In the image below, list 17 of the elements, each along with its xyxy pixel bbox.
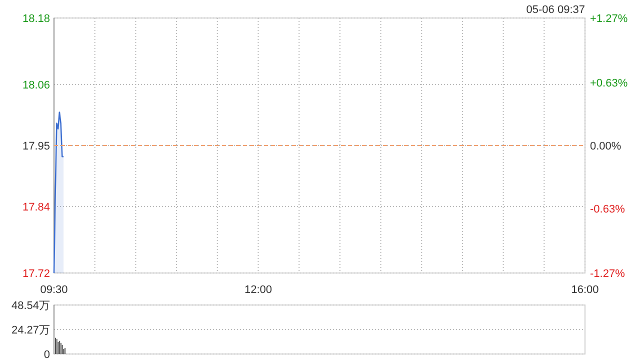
y-tick-label: 18.06 bbox=[22, 80, 50, 92]
y2-tick-label: +0.63% bbox=[590, 77, 628, 90]
x-tick-label: 09:30 bbox=[40, 284, 68, 296]
y-tick-label: 0 bbox=[44, 349, 50, 360]
y-tick-label: 17.95 bbox=[22, 140, 50, 152]
y-tick-label: 48.54万 bbox=[11, 300, 50, 312]
y-tick-label: 17.84 bbox=[22, 201, 50, 214]
x-tick-label: 12:00 bbox=[244, 284, 272, 296]
y-tick-label: 17.72 bbox=[22, 268, 50, 280]
x-tick-label: 16:00 bbox=[571, 284, 599, 296]
y2-tick-label: -1.27% bbox=[590, 268, 626, 280]
y2-tick-label: -0.63% bbox=[590, 204, 626, 216]
y-tick-label: 18.18 bbox=[22, 13, 50, 25]
y2-tick-label: 0.00% bbox=[590, 140, 622, 152]
text: 05-06 09:37 bbox=[526, 4, 585, 16]
y-tick-label: 24.27万 bbox=[11, 324, 50, 336]
y2-tick-label: +1.27% bbox=[590, 13, 628, 25]
